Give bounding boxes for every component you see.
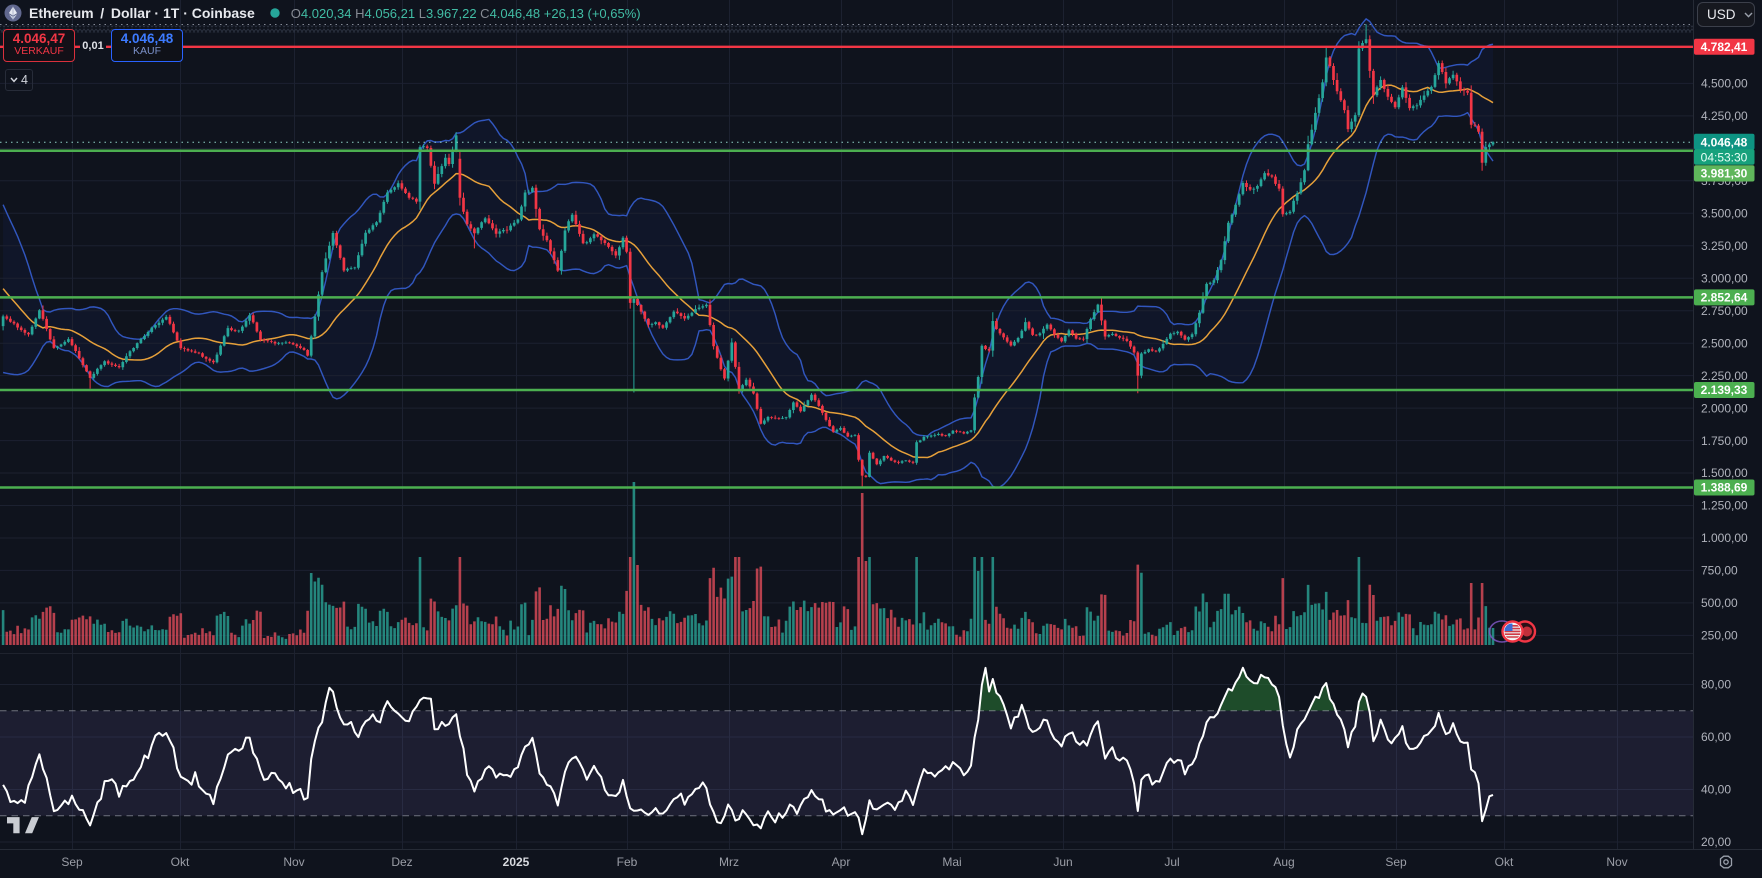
svg-text:3.981,30: 3.981,30 xyxy=(1701,167,1748,181)
svg-text:Okt: Okt xyxy=(171,855,190,869)
svg-text:1.750,00: 1.750,00 xyxy=(1701,434,1748,448)
svg-text:2.139,33: 2.139,33 xyxy=(1701,383,1748,397)
svg-text:3.000,00: 3.000,00 xyxy=(1701,271,1748,285)
svg-text:Jul: Jul xyxy=(1164,855,1179,869)
svg-text:Sep: Sep xyxy=(1385,855,1407,869)
svg-text:4.782,41: 4.782,41 xyxy=(1701,40,1748,54)
svg-text:3.500,00: 3.500,00 xyxy=(1701,207,1748,221)
svg-text:Apr: Apr xyxy=(832,855,851,869)
svg-text:250,00: 250,00 xyxy=(1701,629,1738,643)
svg-text:04:53:30: 04:53:30 xyxy=(1701,150,1748,164)
svg-text:Mai: Mai xyxy=(942,855,961,869)
svg-text:Sep: Sep xyxy=(61,855,83,869)
svg-text:40,00: 40,00 xyxy=(1701,783,1731,797)
svg-text:Nov: Nov xyxy=(1606,855,1627,869)
svg-text:500,00: 500,00 xyxy=(1701,596,1738,610)
svg-text:1.388,69: 1.388,69 xyxy=(1701,481,1748,495)
svg-text:2.000,00: 2.000,00 xyxy=(1701,401,1748,415)
svg-text:1.250,00: 1.250,00 xyxy=(1701,499,1748,513)
svg-text:80,00: 80,00 xyxy=(1701,678,1731,692)
svg-text:Jun: Jun xyxy=(1053,855,1072,869)
svg-text:Feb: Feb xyxy=(617,855,638,869)
svg-text:2.750,00: 2.750,00 xyxy=(1701,304,1748,318)
svg-text:Aug: Aug xyxy=(1273,855,1294,869)
svg-text:60,00: 60,00 xyxy=(1701,730,1731,744)
svg-text:20,00: 20,00 xyxy=(1701,835,1731,849)
svg-text:2.500,00: 2.500,00 xyxy=(1701,336,1748,350)
svg-text:2025: 2025 xyxy=(503,855,530,869)
svg-text:1.500,00: 1.500,00 xyxy=(1701,466,1748,480)
svg-text:2.852,64: 2.852,64 xyxy=(1701,291,1748,305)
svg-text:Mrz: Mrz xyxy=(719,855,739,869)
svg-text:Nov: Nov xyxy=(283,855,304,869)
svg-text:2.250,00: 2.250,00 xyxy=(1701,369,1748,383)
svg-text:4.250,00: 4.250,00 xyxy=(1701,109,1748,123)
svg-text:750,00: 750,00 xyxy=(1701,564,1738,578)
svg-text:3.250,00: 3.250,00 xyxy=(1701,239,1748,253)
svg-text:1.000,00: 1.000,00 xyxy=(1701,531,1748,545)
svg-text:4.046,48: 4.046,48 xyxy=(1701,136,1748,150)
svg-text:Okt: Okt xyxy=(1495,855,1514,869)
svg-text:4.500,00: 4.500,00 xyxy=(1701,77,1748,91)
svg-text:Dez: Dez xyxy=(391,855,412,869)
